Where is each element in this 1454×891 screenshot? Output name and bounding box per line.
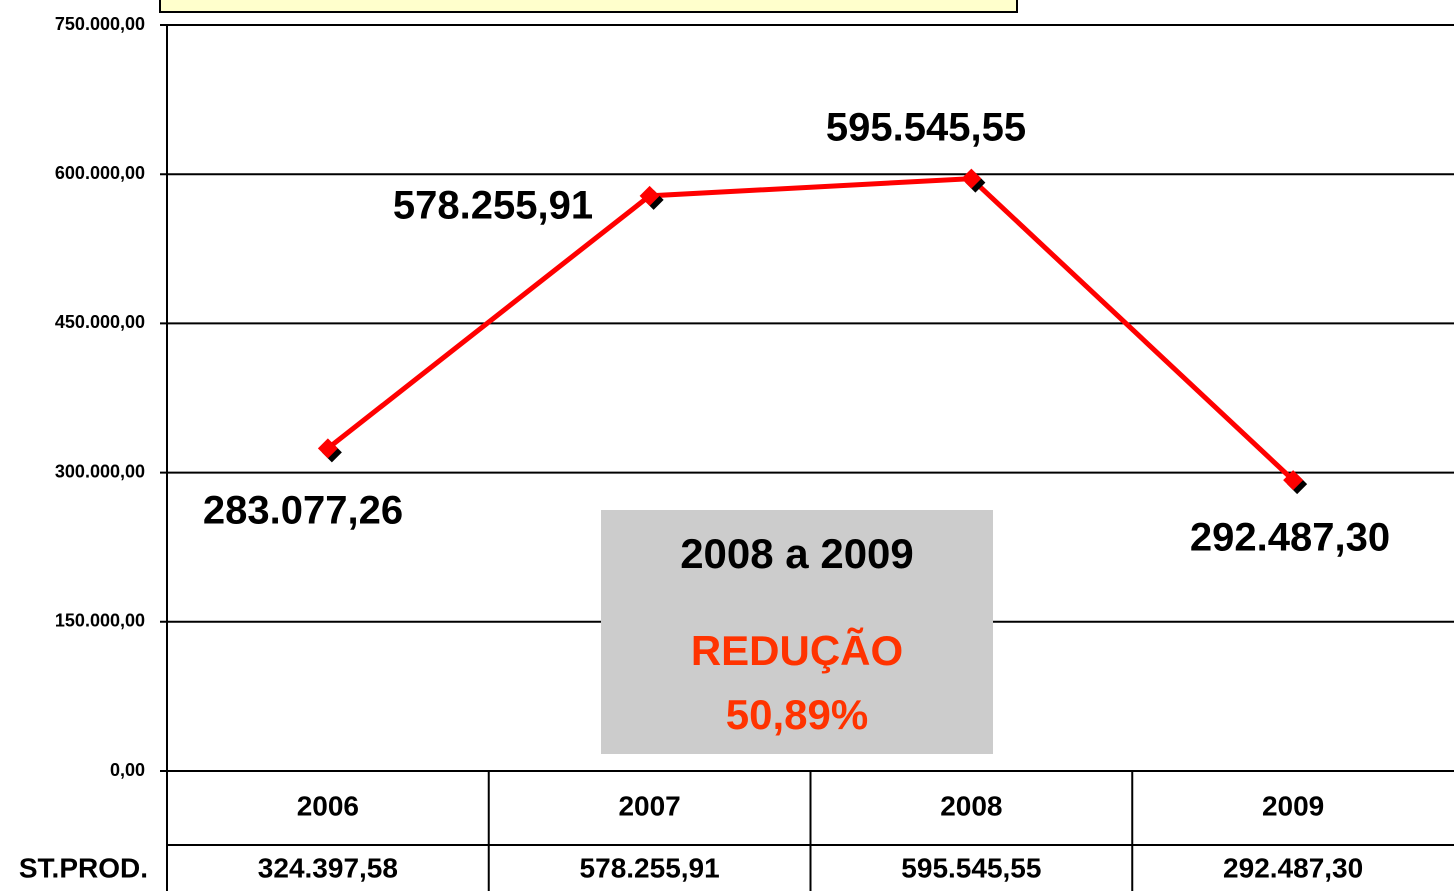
x-tick-label: 2006 [297, 790, 359, 821]
y-tick-label: 0,00 [110, 760, 145, 780]
marker [961, 168, 982, 189]
x-tick-label: 2008 [940, 790, 1002, 821]
marker [317, 438, 338, 459]
data-label: 578.255,91 [393, 184, 593, 228]
data-label: 595.545,55 [826, 106, 1026, 150]
table-value: 324.397,58 [258, 852, 398, 883]
marker [1283, 470, 1304, 491]
annotation-text: REDUÇÃO [691, 627, 903, 674]
table-value: 595.545,55 [901, 852, 1041, 883]
title-box [159, 0, 1018, 13]
series-name: ST.PROD. [19, 852, 148, 883]
y-tick-label: 450.000,00 [55, 312, 145, 332]
y-tick-label: 600.000,00 [55, 163, 145, 183]
annotation-text: 50,89% [726, 691, 868, 738]
y-tick-label: 150.000,00 [55, 611, 145, 631]
y-tick-label: 750.000,00 [55, 14, 145, 34]
data-label: 292.487,30 [1190, 516, 1390, 560]
table-value: 292.487,30 [1223, 852, 1363, 883]
y-tick-label: 300.000,00 [55, 461, 145, 481]
annotation-title: 2008 a 2009 [680, 530, 914, 577]
annotation-box [601, 510, 993, 754]
data-label: 283.077,26 [203, 489, 403, 533]
series-line [326, 176, 1295, 482]
x-tick-label: 2009 [1262, 790, 1324, 821]
marker [639, 185, 660, 206]
x-tick-label: 2007 [618, 790, 680, 821]
table-value: 578.255,91 [580, 852, 720, 883]
